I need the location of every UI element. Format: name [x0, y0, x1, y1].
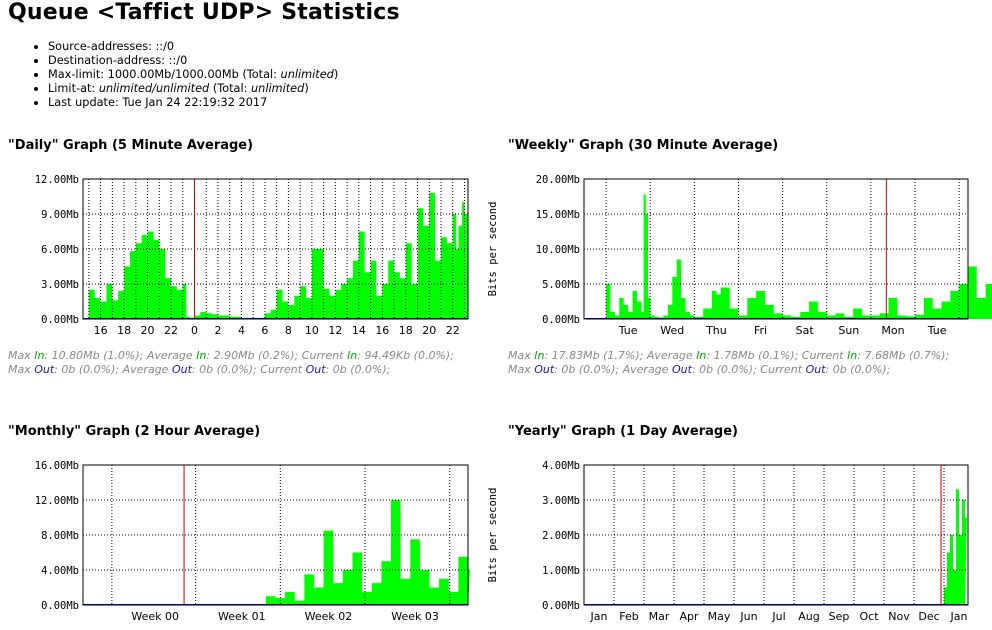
monthly-graph: 0.00Mb 4.00Mb 8.00Mb 12.00Mb 16.00Mb Week 00 W… [35, 460, 470, 623]
daily-x-tick-label: 2 [214, 324, 221, 337]
monthly-graph-title: "Monthly" Graph (2 Hour Average) [8, 424, 261, 439]
monthly-plot-frame [82, 464, 469, 606]
yearly-graph-title: "Yearly" Graph (1 Day Average) [508, 424, 738, 439]
yearly-y-axis-label: Bits per second [487, 488, 499, 583]
monthly-x-tick-label: Week 02 [305, 610, 353, 623]
yearly-x-tick-label: Jan [590, 610, 608, 623]
monthly-y-tick-label: 16.00Mb [35, 460, 79, 472]
weekly-x-tick-label: Mon [881, 324, 904, 337]
weekly-x-tick-label: Sun [838, 324, 859, 337]
yearly-y-tick-label: 0.00Mb [542, 600, 580, 612]
weekly-in-area [606, 194, 992, 319]
yearly-y-tick-label: 4.00Mb [542, 460, 580, 472]
daily-x-tick-label: 20 [141, 324, 155, 337]
weekly-graph-title: "Weekly" Graph (30 Minute Average) [508, 138, 779, 153]
daily-graph-title: "Daily" Graph (5 Minute Average) [8, 138, 254, 153]
daily-graph-stats: Max In: 10.80Mb (1.0%); Average In: 2.90… [8, 349, 454, 377]
yearly-x-tick-label: Aug [798, 610, 819, 623]
daily-x-tick-label: 8 [285, 324, 292, 337]
weekly-y-tick-label: 15.00Mb [536, 209, 580, 221]
weekly-graph-stats: Max In: 17.83Mb (1.7%); Average In: 1.78… [508, 349, 949, 377]
yearly-x-tick-label: Jul [771, 610, 785, 623]
daily-x-tick-label: 12 [328, 324, 342, 337]
yearly-y-tick-label: 1.00Mb [542, 565, 580, 577]
daily-x-tick-label: 18 [399, 324, 413, 337]
weekly-in-stats: Max In: 17.83Mb (1.7%); Average In: 1.78… [508, 349, 950, 362]
daily-x-tick-label: 16 [375, 324, 389, 337]
daily-x-tick-label: 22 [446, 324, 460, 337]
yearly-graph: 0.00Mb 1.00Mb 2.00Mb 3.00Mb 4.00Mb Jan Feb Mar A… [487, 460, 969, 623]
weekly-x-tick-label: Sat [796, 324, 815, 337]
queue-info-list: Source-addresses: ::/0 Destination-addre… [30, 40, 338, 110]
limit-at-item: Limit-at: unlimited/unlimited (Total: un… [30, 82, 338, 96]
daily-x-tick-label: 20 [422, 324, 436, 337]
yearly-x-tick-label: Jun [739, 610, 757, 623]
yearly-x-tick-label: May [708, 610, 731, 623]
daily-in-area [88, 193, 471, 319]
page-title: Queue <Taffict UDP> Statistics [8, 0, 400, 25]
yearly-x-tick-label: Sep [829, 610, 850, 623]
yearly-plot-frame [583, 464, 969, 606]
monthly-y-tick-label: 12.00Mb [35, 495, 79, 507]
daily-x-tick-label: 10 [305, 324, 319, 337]
daily-plot-frame [82, 178, 469, 320]
daily-out-stats: Max Out: 0b (0.0%); Average Out: 0b (0.0… [8, 363, 391, 376]
weekly-y-tick-label: 20.00Mb [536, 174, 580, 186]
daily-x-tick-label: 16 [94, 324, 108, 337]
monthly-x-tick-label: Week 01 [218, 610, 266, 623]
yearly-in-area [944, 489, 967, 605]
daily-y-tick-label: 0.00Mb [41, 314, 79, 326]
yearly-x-tick-label: Nov [888, 610, 910, 623]
daily-y-tick-label: 6.00Mb [41, 244, 79, 256]
weekly-x-tick-label: Tue [618, 324, 638, 337]
monthly-x-tick-label: Week 00 [131, 610, 179, 623]
weekly-y-tick-label: 10.00Mb [536, 244, 580, 256]
monthly-y-tick-label: 8.00Mb [41, 530, 79, 542]
daily-x-tick-label: 4 [238, 324, 245, 337]
weekly-graph: 0.00Mb 5.00Mb 10.00Mb 15.00Mb 20.00Mb Tue Wed T… [487, 174, 992, 337]
weekly-x-tick-label: Fri [754, 324, 767, 337]
weekly-y-tick-label: 0.00Mb [542, 314, 580, 326]
monthly-y-tick-label: 4.00Mb [41, 565, 79, 577]
monthly-y-tick-label: 0.00Mb [41, 600, 79, 612]
destination-address-item: Destination-address: ::/0 [30, 54, 338, 68]
yearly-y-tick-label: 3.00Mb [542, 495, 580, 507]
monthly-x-tick-label: Week 03 [391, 610, 439, 623]
weekly-y-axis-label: Bits per second [487, 202, 499, 297]
daily-x-tick-label: 22 [164, 324, 178, 337]
monthly-in-area [83, 500, 470, 605]
max-limit-item: Max-limit: 1000.00Mb/1000.00Mb (Total: u… [30, 68, 338, 82]
yearly-x-tick-label: Jan [950, 610, 968, 623]
yearly-x-tick-label: Oct [859, 610, 879, 623]
last-update-item: Last update: Tue Jan 24 22:19:32 2017 [30, 96, 338, 110]
weekly-x-tick-label: Tue [927, 324, 947, 337]
daily-y-tick-label: 9.00Mb [41, 209, 79, 221]
source-addresses-item: Source-addresses: ::/0 [30, 40, 338, 54]
weekly-out-stats: Max Out: 0b (0.0%); Average Out: 0b (0.0… [508, 363, 891, 376]
yearly-x-tick-label: Feb [619, 610, 638, 623]
weekly-y-tick-label: 5.00Mb [542, 279, 580, 291]
daily-x-tick-label: 6 [261, 324, 268, 337]
daily-x-tick-label: 18 [117, 324, 131, 337]
daily-in-stats: Max In: 10.80Mb (1.0%); Average In: 2.90… [8, 349, 454, 362]
daily-y-tick-label: 3.00Mb [41, 279, 79, 291]
yearly-x-tick-label: Apr [679, 610, 699, 623]
yearly-y-tick-label: 2.00Mb [542, 530, 580, 542]
daily-x-tick-label: 0 [191, 324, 198, 337]
yearly-x-tick-label: Mar [649, 610, 670, 623]
weekly-plot-frame [583, 178, 969, 320]
daily-y-tick-label: 12.00Mb [35, 174, 79, 186]
weekly-x-tick-label: Wed [660, 324, 684, 337]
weekly-x-tick-label: Thu [705, 324, 727, 337]
daily-x-tick-label: 14 [352, 324, 366, 337]
yearly-x-tick-label: Dec [918, 610, 939, 623]
